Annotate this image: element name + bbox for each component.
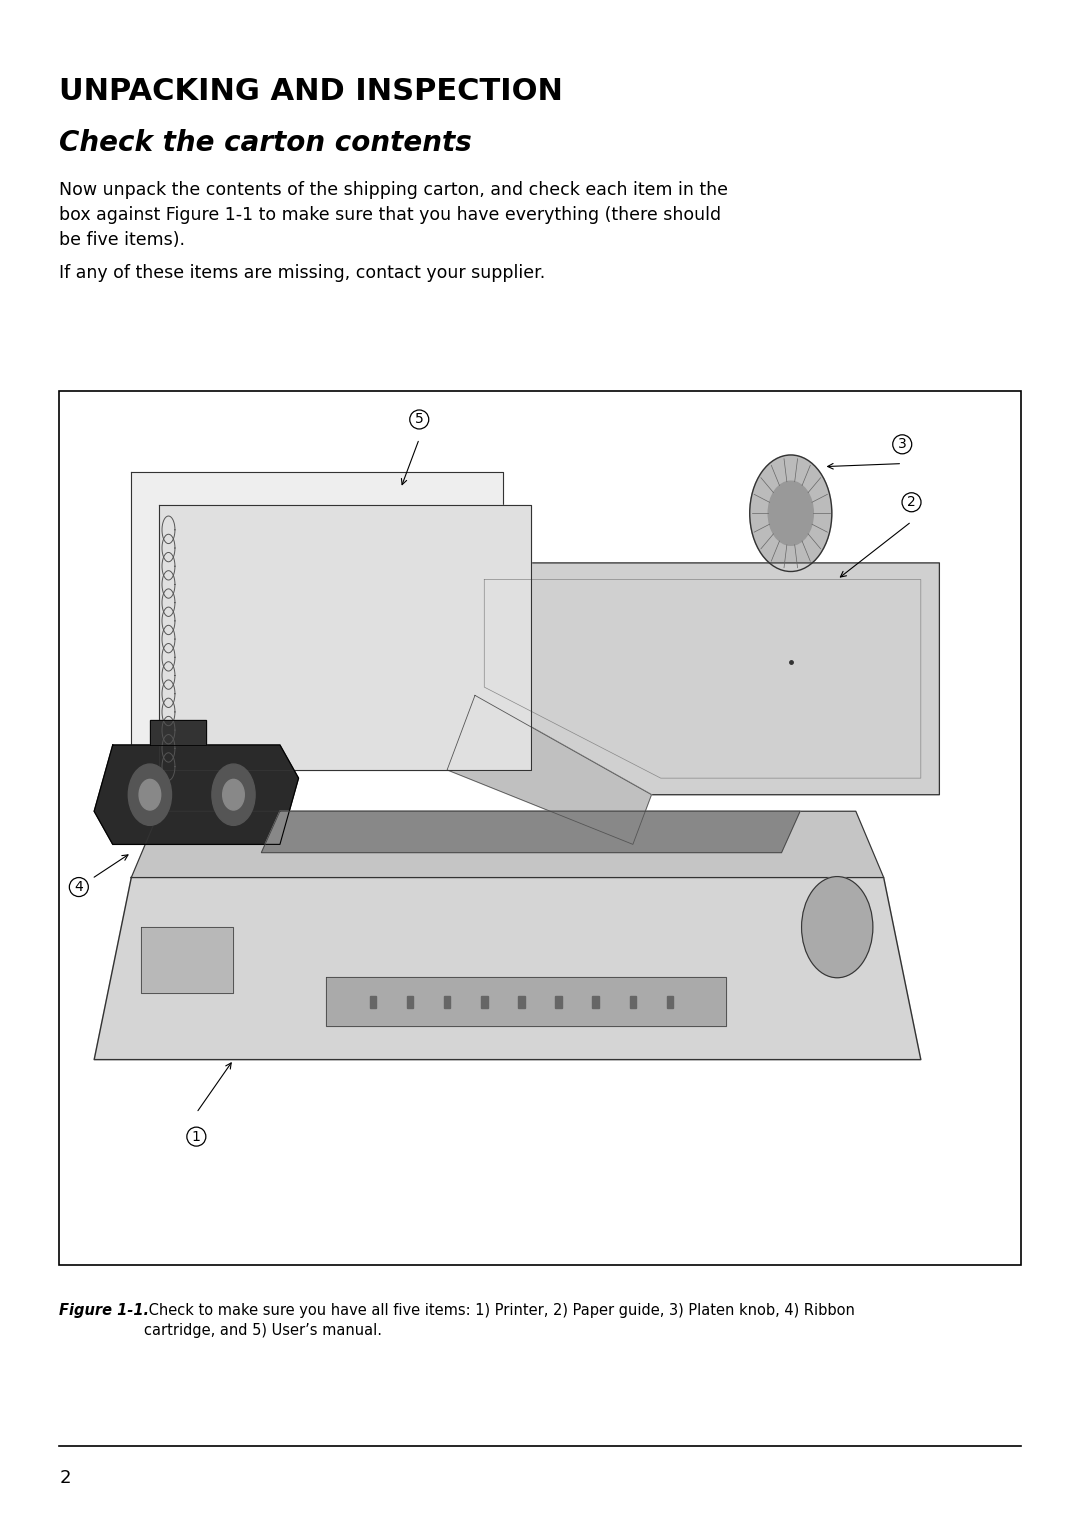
Text: If any of these items are missing, contact your supplier.: If any of these items are missing, conta… [59,264,545,282]
Text: 4: 4 [75,880,83,894]
Bar [407,995,414,1007]
Text: 3: 3 [897,437,906,451]
Circle shape [801,877,873,978]
Bar [666,995,673,1007]
Polygon shape [94,877,921,1059]
Bar [444,995,450,1007]
Polygon shape [261,811,800,852]
Circle shape [212,763,255,825]
Polygon shape [447,696,651,845]
Circle shape [222,779,244,809]
Circle shape [129,763,172,825]
Circle shape [750,455,832,572]
Circle shape [139,779,161,809]
Circle shape [768,481,813,546]
Text: 1: 1 [192,1130,201,1144]
Bar [630,995,636,1007]
Bar [555,995,562,1007]
Text: Now unpack the contents of the shipping carton, and check each item in the
box a: Now unpack the contents of the shipping … [59,181,728,248]
Bar [369,995,376,1007]
Polygon shape [159,504,530,770]
Text: 5: 5 [415,412,423,426]
Text: Check to make sure you have all five items: 1) Printer, 2) Paper guide, 3) Plate: Check to make sure you have all five ite… [144,1303,854,1338]
Text: UNPACKING AND INSPECTION: UNPACKING AND INSPECTION [59,77,564,106]
Polygon shape [475,563,940,794]
Bar [593,995,599,1007]
Polygon shape [326,977,726,1027]
Bar [59,391,1021,1265]
Bar [481,995,487,1007]
Text: Figure 1-1.: Figure 1-1. [59,1303,149,1318]
Text: Check the carton contents: Check the carton contents [59,129,472,156]
Polygon shape [94,745,298,845]
Polygon shape [132,811,883,877]
Text: 2: 2 [907,495,916,509]
Polygon shape [150,721,205,745]
Polygon shape [140,927,233,993]
Bar [518,995,525,1007]
Polygon shape [132,472,503,745]
Text: 2: 2 [59,1469,71,1487]
